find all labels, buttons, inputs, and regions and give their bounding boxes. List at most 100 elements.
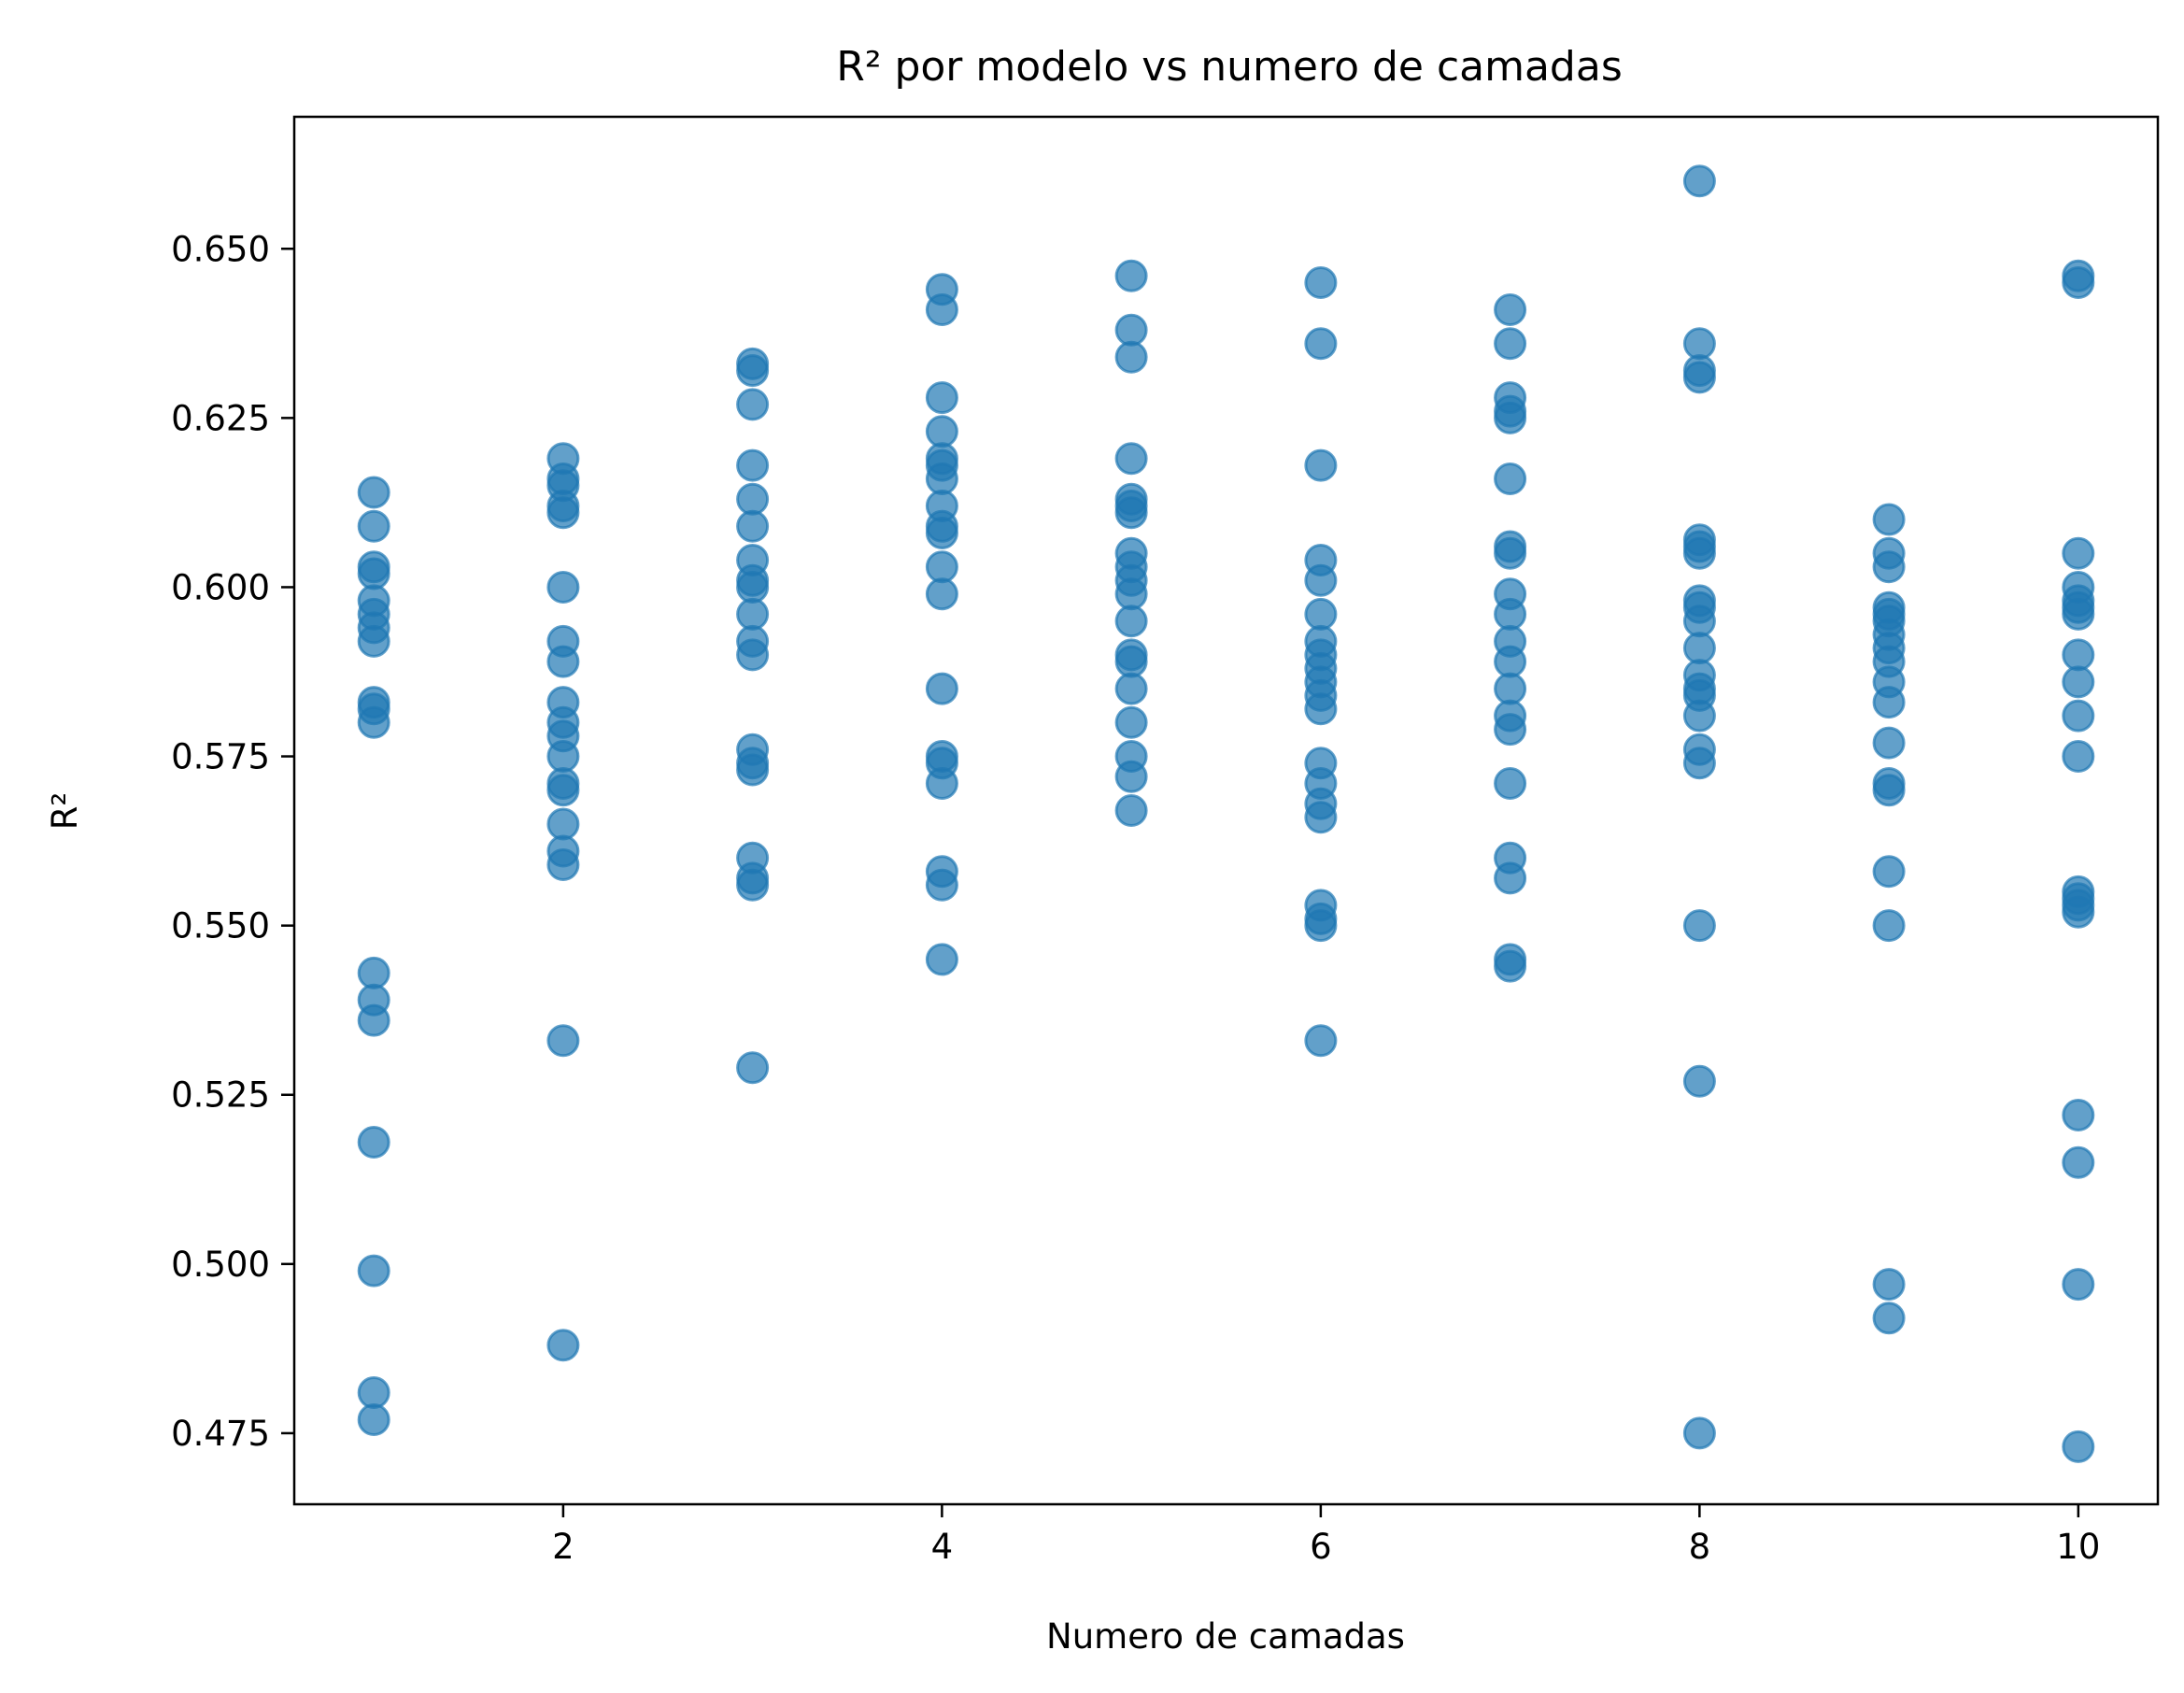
data-point (736, 509, 770, 543)
data-point (546, 1024, 580, 1058)
data-point (1494, 401, 1527, 434)
data-point (1114, 760, 1148, 793)
x-axis-label: Numero de camadas (1046, 1616, 1405, 1657)
data-point (925, 381, 958, 415)
y-tick-label: 0.600 (171, 567, 270, 607)
data-point (357, 509, 390, 543)
data-point (1872, 550, 1906, 584)
data-point (1682, 747, 1716, 780)
data-point (1494, 293, 1527, 326)
data-point (357, 624, 390, 658)
data-point (1494, 327, 1527, 361)
data-point (1114, 645, 1148, 678)
y-tick-label: 0.650 (171, 229, 270, 269)
data-point (2062, 1145, 2095, 1179)
data-point (1114, 259, 1148, 292)
x-tick-label: 4 (931, 1527, 954, 1567)
data-point (1682, 327, 1716, 361)
data-point (357, 557, 390, 590)
data-point (1114, 605, 1148, 638)
data-point (2062, 1099, 2095, 1131)
data-point (546, 807, 580, 841)
data-point (1494, 536, 1527, 570)
data-point (736, 388, 770, 421)
data-point (925, 577, 958, 611)
data-point (1114, 313, 1148, 347)
data-point (925, 517, 958, 549)
data-point (2062, 1268, 2095, 1302)
data-point (1682, 909, 1716, 943)
data-point (1872, 909, 1906, 943)
data-point (1304, 597, 1338, 631)
chart-title: R² por modelo vs numero de camadas (836, 43, 1623, 91)
data-point (1114, 794, 1148, 827)
data-point (925, 672, 958, 705)
data-point (1682, 1064, 1716, 1098)
x-tick-label: 8 (1689, 1527, 1711, 1567)
data-point (736, 354, 770, 388)
data-point (736, 571, 770, 604)
data-point (736, 868, 770, 902)
data-point (736, 638, 770, 672)
y-tick-label: 0.550 (171, 906, 270, 946)
data-point (546, 848, 580, 881)
data-point (1682, 605, 1716, 638)
data-point (357, 1126, 390, 1159)
data-point (1304, 563, 1338, 597)
data-point (1114, 340, 1148, 374)
y-axis: 0.475 0.500 0.525 0.550 0.575 0.600 0.625 0.650 (171, 229, 294, 1454)
data-point (1304, 692, 1338, 726)
data-point (357, 1003, 390, 1037)
data-point (1494, 462, 1527, 495)
data-point (736, 448, 770, 482)
data-point (1304, 266, 1338, 299)
data-point (925, 293, 958, 326)
data-point (1494, 713, 1527, 747)
data-point (1494, 672, 1527, 705)
data-point (1682, 361, 1716, 394)
data-point (357, 705, 390, 739)
x-axis: 2 4 6 8 10 (552, 1504, 2100, 1567)
data-point (1114, 705, 1148, 739)
data-point (546, 645, 580, 678)
data-point (736, 597, 770, 631)
data-point (1872, 774, 1906, 807)
data-point (1872, 855, 1906, 889)
y-tick-label: 0.500 (171, 1245, 270, 1285)
data-point (546, 571, 580, 604)
data-point (357, 476, 390, 509)
y-axis-label: R² (45, 792, 85, 831)
data-point (1494, 949, 1527, 983)
data-point (1494, 645, 1527, 678)
data-point (1682, 536, 1716, 570)
data-point (1114, 496, 1148, 530)
data-point (925, 462, 958, 495)
data-point (546, 740, 580, 773)
y-tick-label: 0.625 (171, 398, 270, 438)
data-point (1304, 1024, 1338, 1058)
data-point (925, 868, 958, 902)
data-point (1872, 503, 1906, 536)
data-point (1872, 1268, 1906, 1302)
data-point (357, 1403, 390, 1436)
data-point (1872, 686, 1906, 719)
data-point (1494, 861, 1527, 895)
data-point (1304, 801, 1338, 834)
y-tick-label: 0.475 (171, 1414, 270, 1454)
data-point (546, 496, 580, 530)
data-point (546, 1329, 580, 1362)
data-point (1304, 448, 1338, 482)
data-point (1494, 767, 1527, 800)
data-point (2062, 597, 2095, 631)
data-point (925, 943, 958, 976)
data-point (925, 415, 958, 448)
plot-frame (292, 115, 2160, 1506)
data-point (1872, 1302, 1906, 1335)
y-tick-label: 0.575 (171, 737, 270, 777)
data-point (2062, 740, 2095, 773)
data-point (1682, 632, 1716, 665)
data-point (1304, 909, 1338, 943)
data-point (736, 482, 770, 516)
